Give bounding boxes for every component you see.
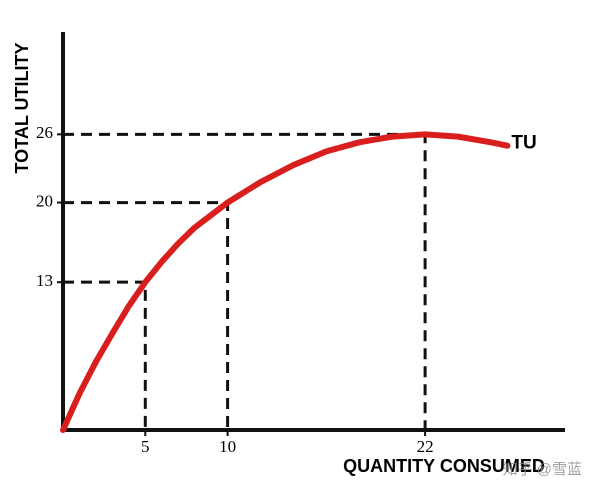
y-axis-label: TOTAL UTILITY (12, 43, 32, 174)
watermark: 知乎 @雪蓝 (503, 461, 582, 478)
y-tick-label: 26 (36, 123, 53, 142)
axes (61, 32, 565, 432)
y-tick-label: 20 (36, 191, 53, 210)
x-tick-label: 5 (141, 437, 150, 456)
line (60, 131, 511, 433)
series-label: TU (511, 133, 536, 154)
y-tick-label: 13 (36, 271, 53, 290)
x-axis-label: QUANTITY CONSUMED (343, 456, 545, 476)
x-tick-label: 22 (417, 437, 434, 456)
x-tick-label: 10 (219, 437, 236, 456)
